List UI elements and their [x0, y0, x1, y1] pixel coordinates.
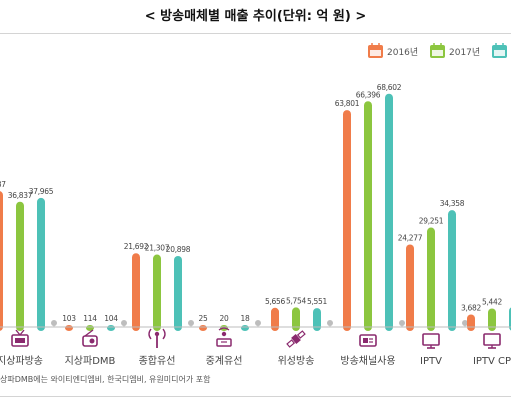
data-label: 36,837: [8, 191, 33, 200]
data-label: 3,682: [461, 303, 481, 312]
bar: [132, 253, 140, 331]
bar: [448, 210, 456, 331]
category-group: 103 114 104: [62, 314, 127, 331]
data-label: 114: [83, 314, 97, 323]
data-label: 34,358: [440, 199, 465, 208]
iptv-cp-icon: [483, 333, 501, 349]
data-label: 21,692: [124, 242, 149, 251]
bar: [153, 254, 161, 331]
category-group: 25 20 18: [199, 314, 261, 331]
chart-title: < 방송매체별 매출 추이(단위: 억 원) >: [144, 9, 367, 24]
legend-item: 2017년: [430, 43, 480, 58]
bar: [271, 307, 279, 331]
data-label: 5,551: [307, 297, 327, 306]
category-group: 24,277 29,251 34,358: [398, 199, 468, 331]
data-label: 24,277: [398, 233, 423, 242]
bar: [364, 101, 372, 331]
data-label: 5,754: [286, 296, 306, 305]
bar: [241, 325, 249, 331]
category-label: 지상파방송: [0, 355, 43, 367]
cable-icon: [216, 327, 232, 347]
bar: [385, 93, 393, 331]
bar: [174, 255, 182, 331]
data-label: 20: [220, 314, 229, 323]
data-label: 63,801: [335, 99, 360, 108]
bar: [488, 308, 496, 331]
bar: [292, 307, 300, 331]
bar: [406, 244, 414, 331]
satellite-icon: [286, 330, 306, 348]
bar: [65, 325, 73, 331]
category-label: 위성방송: [278, 354, 315, 367]
bar: [343, 110, 351, 331]
bar: [199, 325, 207, 331]
bar: [107, 325, 115, 331]
tv-icon: [11, 329, 29, 347]
category-label: 방송채널사용: [340, 355, 395, 367]
data-label: 21,307: [145, 244, 170, 253]
category-group: 5,656 5,754 5,551: [265, 296, 333, 331]
category-labels: 지상파방송 지상파DMB 종합유선 중계유선 위성방송 방송채널사용 IPTV IPTV CP: [0, 354, 511, 367]
radio-icon: [82, 329, 98, 347]
bar: [427, 227, 435, 331]
legend-item: [492, 43, 507, 58]
data-label: 29,251: [419, 217, 444, 226]
bar: [313, 308, 321, 331]
calendar-icon-page: [370, 50, 381, 56]
channel-icon: [359, 334, 377, 347]
category-icons: [11, 327, 501, 349]
category-label: 중계유선: [206, 355, 243, 367]
chart-legend: 2016년 2017년: [368, 43, 507, 58]
data-label: 987: [0, 180, 6, 189]
data-label: 68,602: [377, 83, 402, 92]
category-label: 지상파DMB: [65, 355, 116, 367]
data-label: 5,442: [482, 297, 502, 306]
iptv-icon: [422, 333, 440, 349]
bar: [0, 191, 3, 331]
footnote: 상파DMB에는 와이티엔디엠비, 한국디엠비, 유원미디어가 포함: [0, 374, 211, 384]
category-label: IPTV: [420, 356, 442, 367]
legend-label: 2017년: [449, 47, 480, 58]
data-label: 18: [241, 314, 250, 323]
calendar-icon-page: [494, 50, 505, 56]
data-label: 25: [199, 314, 208, 323]
category-label: 종합유선: [139, 355, 176, 367]
data-label: 66,396: [356, 90, 381, 99]
legend-item: 2016년: [368, 43, 418, 58]
data-label: 104: [104, 314, 118, 323]
category-label: IPTV CP: [473, 356, 511, 367]
legend-label: 2016년: [387, 47, 418, 58]
data-label: 20,898: [166, 245, 191, 254]
antenna-icon: [148, 328, 166, 348]
data-label: 37,965: [29, 187, 54, 196]
calendar-icon-page: [432, 50, 443, 56]
data-label: 5,656: [265, 297, 285, 306]
bar: [16, 201, 24, 331]
bar: [37, 197, 45, 331]
bar: [467, 314, 475, 331]
data-label: 103: [62, 314, 76, 323]
